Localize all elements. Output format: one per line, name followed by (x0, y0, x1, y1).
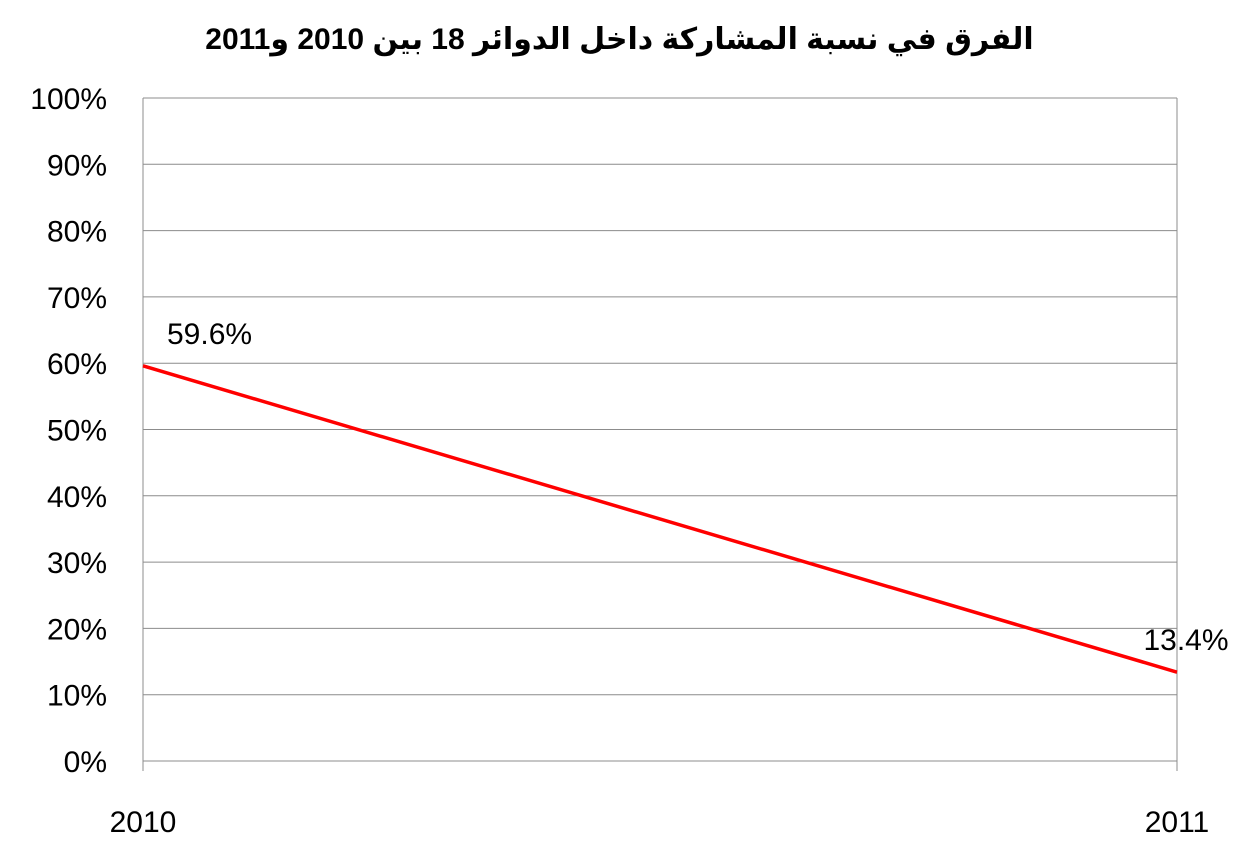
y-tick-label: 70% (47, 282, 107, 315)
data-label: 13.4% (1143, 624, 1228, 657)
y-tick-label: 80% (47, 216, 107, 249)
y-tick-label: 50% (47, 415, 107, 448)
axes (142, 98, 1178, 771)
y-tick-label: 90% (47, 149, 107, 182)
y-tick-label: 0% (64, 746, 107, 779)
data-label: 59.6% (167, 318, 252, 351)
series (142, 364, 1178, 674)
y-tick-label: 60% (47, 348, 107, 381)
chart-title: الفرق في نسبة المشاركة داخل الدوائر 18 ب… (205, 23, 1034, 56)
y-tick-label: 10% (47, 680, 107, 713)
series-line (142, 364, 1178, 674)
y-tick-label: 100% (30, 83, 107, 116)
y-tick-labels: 0% 10% 20% 30% 40% 50% 60% 70% 80% 90% 100% (30, 83, 107, 779)
y-tick-label: 40% (47, 481, 107, 514)
y-tick-label: 30% (47, 547, 107, 580)
x-tick-label: 2010 (110, 806, 177, 839)
gridlines (143, 97, 1177, 696)
data-labels: 59.6% 13.4% (167, 318, 1229, 657)
x-tick-label: 2011 (1145, 806, 1210, 839)
x-tick-labels: 2010 2011 (110, 806, 1210, 839)
y-tick-label: 20% (47, 613, 107, 646)
